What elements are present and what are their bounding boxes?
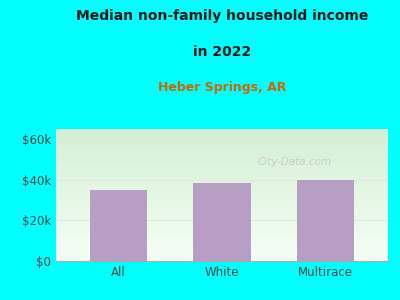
Bar <box>90 190 147 261</box>
Text: Median non-family household income: Median non-family household income <box>76 9 368 23</box>
Bar <box>297 180 354 261</box>
Text: in 2022: in 2022 <box>193 45 251 59</box>
Bar <box>194 183 250 261</box>
Text: Heber Springs, AR: Heber Springs, AR <box>158 81 286 94</box>
Text: City-Data.com: City-Data.com <box>258 157 332 167</box>
